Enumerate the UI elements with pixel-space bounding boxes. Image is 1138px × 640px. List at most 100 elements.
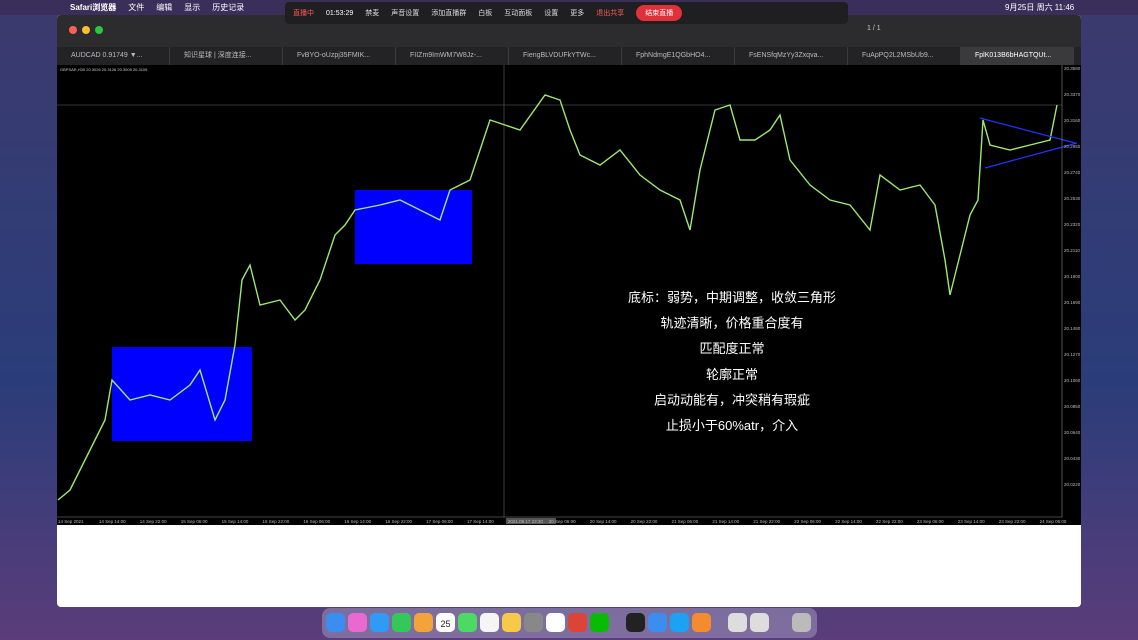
- dock-icon[interactable]: [480, 613, 499, 632]
- tab[interactable]: FiengBLVDUFkYTWc...: [509, 47, 622, 65]
- y-tick-label: 20.2740: [1064, 170, 1081, 175]
- dock-icon[interactable]: [348, 613, 367, 632]
- dock-icon[interactable]: [568, 613, 587, 632]
- x-tick-label: 20 Sep 06:00: [549, 519, 576, 524]
- x-tick-label: 14 Sep 2021: [58, 519, 84, 524]
- y-tick-label: 20.0640: [1064, 430, 1081, 435]
- end-live-button[interactable]: 结束直播: [636, 5, 683, 21]
- x-tick-label: 22 Sep 06:00: [794, 519, 821, 524]
- annotation: 启动动能有，冲突稍有瑕疵: [654, 392, 810, 407]
- dock-icon[interactable]: [750, 613, 769, 632]
- x-tick-label: 23 Sep 14:00: [958, 519, 985, 524]
- triangle-line: [979, 117, 1076, 144]
- x-tick-label: 17 Sep 14:00: [467, 519, 494, 524]
- x-tick-label: 17 Sep 06:00: [426, 519, 453, 524]
- dock-icon[interactable]: [326, 613, 345, 632]
- dock-icon[interactable]: [692, 613, 711, 632]
- x-tick-label: 15 Sep 06:00: [181, 519, 208, 524]
- tab[interactable]: FplK013B6bHAGTQUt...: [961, 47, 1074, 65]
- trash-icon[interactable]: [792, 613, 811, 632]
- dock-icon[interactable]: [502, 613, 521, 632]
- clock: 9月25日 周六 11:46: [1005, 3, 1075, 12]
- dock-icon[interactable]: [590, 613, 609, 632]
- tab[interactable]: FIIZm9ImWM7W8Jz-...: [396, 47, 509, 65]
- highlight-box: [112, 347, 252, 441]
- menu-item[interactable]: 文件: [128, 3, 145, 12]
- y-tick-label: 20.2110: [1064, 248, 1080, 253]
- recording-item[interactable]: 更多: [570, 10, 585, 17]
- chart-background: [57, 65, 1081, 525]
- menu-item[interactable]: 显示: [184, 3, 201, 12]
- x-tick-label: 21 Sep 22:00: [753, 519, 780, 524]
- tab[interactable]: 知识星球 | 深度连接...: [170, 47, 283, 65]
- x-tick-label: 16 Sep 14:00: [344, 519, 371, 524]
- x-tick-label: 14 Sep 22:00: [140, 519, 167, 524]
- dock-icon[interactable]: [670, 613, 689, 632]
- y-tick-label: 20.0850: [1064, 404, 1081, 409]
- annotation: 轮廓正常: [706, 367, 758, 382]
- x-tick-label: 15 Sep 22:00: [263, 519, 290, 524]
- y-tick-label: 20.3580: [1064, 66, 1081, 71]
- dock-icon[interactable]: [458, 613, 477, 632]
- cursor-time-box: [505, 518, 556, 524]
- dock-icon[interactable]: [728, 613, 747, 632]
- x-tick-label: 23 Sep 22:00: [999, 519, 1026, 524]
- x-tick-label: 2021.09.17 23:30: [508, 519, 544, 524]
- close-button[interactable]: [69, 26, 77, 34]
- recording-item[interactable]: 禁麦: [365, 10, 380, 17]
- app-menu[interactable]: Safari浏览器: [70, 3, 117, 12]
- y-tick-label: 20.0220: [1064, 482, 1081, 487]
- calendar-icon[interactable]: 25: [436, 613, 455, 632]
- x-tick-label: 21 Sep 14:00: [712, 519, 739, 524]
- recording-item[interactable]: 互动面板: [504, 10, 533, 17]
- x-tick-label: 23 Sep 06:00: [917, 519, 944, 524]
- recording-item[interactable]: 设置: [544, 10, 559, 17]
- dock-icon[interactable]: [546, 613, 565, 632]
- timer: 01:53:29: [326, 9, 354, 17]
- x-tick-label: 16 Sep 06:00: [303, 519, 330, 524]
- menu-item[interactable]: 编辑: [156, 3, 173, 12]
- menu-item[interactable]: 历史记录: [212, 3, 245, 12]
- tab[interactable]: FvBYO-oUzpj35FMIK...: [283, 47, 396, 65]
- recording-item[interactable]: 白板: [478, 10, 493, 17]
- chart: GBPSAR,H30 20.3026 20.3126 20.3005 20.31…: [57, 65, 1081, 525]
- annotation: 止损小于60%atr，介入: [666, 418, 798, 433]
- y-tick-label: 20.1270: [1064, 352, 1081, 357]
- recording-item[interactable]: 声音设置: [391, 10, 420, 17]
- y-tick-label: 20.1900: [1064, 274, 1081, 279]
- x-tick-label: 21 Sep 06:00: [672, 519, 699, 524]
- dock-icon[interactable]: [370, 613, 389, 632]
- dock-icon[interactable]: [524, 613, 543, 632]
- zoom-button[interactable]: [95, 26, 103, 34]
- annotation: 匹配度正常: [699, 341, 764, 356]
- symbol-info: GBPSAR,H30 20.3026 20.3126 20.3005 20.31…: [60, 67, 148, 72]
- recording-item[interactable]: 添加直播群: [431, 10, 467, 17]
- highlight-box: [355, 190, 472, 264]
- y-tick-label: 20.2530: [1064, 196, 1081, 201]
- x-tick-label: 24 Sep 06:00: [1040, 519, 1067, 524]
- y-tick-label: 20.2320: [1064, 222, 1081, 227]
- minimize-button[interactable]: [82, 26, 90, 34]
- stop-share[interactable]: 退出共享: [596, 10, 625, 17]
- x-tick-label: 22 Sep 22:00: [876, 519, 903, 524]
- dock-icon[interactable]: [648, 613, 667, 632]
- annotation: 轨迹清晰，价格重合度有: [660, 316, 803, 331]
- tab[interactable]: FsENSfqMzYy3Zxqva...: [735, 47, 848, 65]
- x-tick-label: 16 Sep 22:00: [385, 519, 412, 524]
- dock-icon[interactable]: [392, 613, 411, 632]
- live-status: 直播中: [293, 10, 314, 17]
- dock: 25: [322, 608, 817, 638]
- y-tick-label: 20.0430: [1064, 456, 1081, 461]
- x-tick-label: 20 Sep 14:00: [590, 519, 617, 524]
- dock-icon[interactable]: [626, 613, 645, 632]
- dock-icon[interactable]: [414, 613, 433, 632]
- browser-window: 1 / 1 AUDCAD 0.91749 ▼... 知识星球 | 深度连接... F…: [57, 15, 1081, 607]
- y-tick-label: 20.1060: [1064, 378, 1081, 383]
- tab[interactable]: AUDCAD 0.91749 ▼...: [57, 47, 170, 65]
- recording-bar: 直播中 01:53:29 禁麦 声音设置 添加直播群 白板 互动面板 设置 更多 退出共享 …: [285, 2, 848, 24]
- recording-items: 禁麦 声音设置 添加直播群 白板 互动面板 设置 更多: [365, 8, 584, 18]
- tab[interactable]: FuApPQ2L2MSbUb9...: [848, 47, 961, 65]
- triangle-line: [984, 142, 1078, 169]
- tab[interactable]: FphNdmgE1QGbHO4...: [622, 47, 735, 65]
